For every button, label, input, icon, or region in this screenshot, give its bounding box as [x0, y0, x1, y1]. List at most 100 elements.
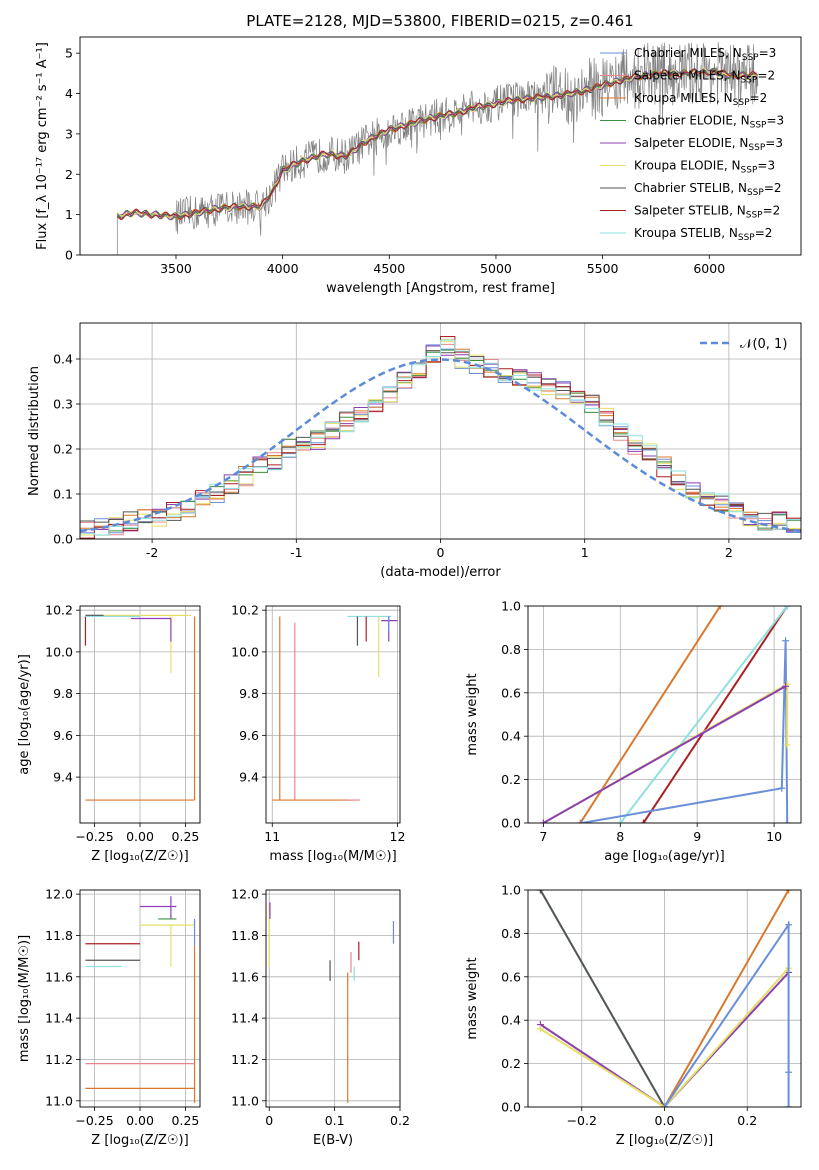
axes-frame — [527, 605, 802, 824]
y-tick-label: 0 — [65, 248, 73, 263]
y-tick-label: 4 — [65, 86, 73, 101]
x-tick-label: 0.00 — [126, 829, 154, 844]
weight-marker — [616, 819, 624, 823]
histogram-kroupa_stelib — [80, 339, 801, 539]
y-axis-label: age [log₁₀(age/yr)] — [17, 654, 32, 775]
y-tick-label: 11.6 — [45, 969, 73, 984]
x-tick-label: 4000 — [267, 261, 299, 276]
legend-label: Chabrier STELIB, NSSP=2 — [634, 181, 782, 198]
x-tick-label: 0.1 — [325, 1113, 345, 1128]
plot-area — [84, 614, 196, 801]
weight-line-chabrier_miles — [663, 921, 790, 1107]
y-tick-label: 5 — [65, 46, 73, 61]
model-spectrum-chabrier_stelib — [116, 68, 758, 220]
legend-label: Chabrier MILES, NSSP=3 — [634, 46, 776, 63]
legend-label: Salpeter STELIB, NSSP=2 — [634, 204, 780, 221]
x-axis-label: Z [log₁₀(Z/Z☉)] — [91, 849, 188, 864]
legend-label: Kroupa ELODIE, NSSP=3 — [634, 159, 775, 176]
y-tick-label: 11.4 — [45, 1011, 73, 1026]
legend-label: Salpeter ELODIE, NSSP=3 — [634, 136, 783, 153]
y-tick-label: 0.8 — [501, 926, 521, 941]
weight-marker — [783, 741, 791, 749]
x-tick-label: −0.25 — [75, 1113, 113, 1128]
x-tick-label: -2 — [146, 545, 158, 560]
y-tick-label: 0.0 — [53, 532, 73, 547]
axes-weight_vs_age: 7 8 9 10 0.0 0.2 0.4 0.6 0.8 1.0 age [log₁₀(age/yr… — [465, 599, 802, 864]
weight-marker — [539, 819, 547, 823]
x-tick-label: 0.25 — [172, 1113, 200, 1128]
y-tick-label: 12.0 — [45, 887, 73, 902]
figure-title: PLATE=2128, MJD=53800, FIBERID=0215, z=0… — [246, 12, 634, 30]
weight-marker — [783, 606, 791, 610]
weight-line-kroupa_miles — [579, 606, 722, 823]
y-tick-label: 9.4 — [239, 770, 259, 785]
weight-line-salpeter_stelib — [642, 606, 789, 823]
axes-spectrum: 3500 4000 4500 5000 5500 6000 0 1 2 3 4 5 wavelength… — [35, 36, 802, 296]
weight-line-kroupa_elodie — [539, 967, 790, 1107]
x-tick-label: 5500 — [587, 261, 619, 276]
y-tick-label: 0.2 — [501, 772, 521, 787]
weight-line-salpeter_elodie — [539, 971, 790, 1107]
x-axis-label: mass [log₁₀(M/M☉)] — [269, 849, 396, 864]
y-tick-label: 10.2 — [45, 603, 73, 618]
weight-marker — [782, 637, 790, 645]
plot-area — [116, 41, 759, 255]
y-tick-label: 9.6 — [239, 728, 259, 743]
x-tick-label: 6000 — [693, 261, 725, 276]
y-tick-label: 0.8 — [501, 642, 521, 657]
y-tick-label: 11.8 — [45, 928, 73, 943]
y-tick-label: 11.8 — [231, 928, 259, 943]
y-tick-label: 11.4 — [231, 1011, 259, 1026]
weight-line-chabrier_miles — [581, 640, 789, 823]
y-axis-label: Flux [f_λ 10⁻¹⁷ erg cm⁻² s⁻¹ A⁻¹] — [35, 42, 50, 250]
y-tick-label: 0.2 — [53, 442, 73, 457]
x-axis-label: (data-model)/error — [380, 565, 501, 580]
axes-age_vs_Z: −0.25 0.00 0.25 9.4 9.6 9.8 10.0 10.2 Z [log₁₀(Z… — [17, 603, 201, 864]
x-tick-label: 0.00 — [126, 1113, 154, 1128]
y-tick-label: 11.0 — [231, 1093, 259, 1108]
axes-age_vs_mass: 11 12 9.4 9.6 9.8 10.0 10.2 mass [log₁₀(M/M☉)] — [231, 603, 405, 864]
x-tick-label: 0.25 — [172, 829, 200, 844]
legend-label: Kroupa STELIB, NSSP=2 — [634, 226, 772, 243]
legend-label: Chabrier ELODIE, NSSP=3 — [634, 114, 784, 131]
x-axis-label: age [log₁₀(age/yr)] — [604, 849, 725, 864]
y-tick-label: 10.0 — [45, 644, 73, 659]
y-tick-label: 1.0 — [501, 883, 521, 898]
y-tick-label: 11.0 — [45, 1093, 73, 1108]
legend-label: Salpeter MILES, NSSP=2 — [634, 69, 775, 86]
weight-marker — [536, 890, 544, 894]
x-tick-label: 7 — [539, 829, 547, 844]
x-tick-label: 0.2 — [390, 1113, 410, 1128]
axes-mass_vs_ebv: 0 0.1 0.2 11.0 11.2 11.4 11.6 11.8 12.0 E(B-V) — [231, 887, 410, 1148]
legend-label: 𝒩(0, 1) — [740, 337, 787, 352]
y-tick-label: 0.4 — [501, 729, 521, 744]
weight-line-kroupa_stelib — [619, 606, 788, 823]
weight-marker — [785, 921, 793, 929]
y-tick-label: 11.2 — [231, 1052, 259, 1067]
y-tick-label: 11.2 — [45, 1052, 73, 1067]
axes-frame — [265, 605, 401, 824]
axes-frame — [79, 605, 201, 824]
weight-marker — [785, 1068, 793, 1076]
plot-area — [80, 336, 801, 539]
legend-label: Kroupa MILES, NSSP=2 — [634, 91, 767, 108]
x-axis-label: Z [log₁₀(Z/Z☉)] — [91, 1133, 188, 1148]
y-tick-label: 0.4 — [53, 352, 73, 367]
axes-frame — [79, 36, 802, 256]
x-tick-label: 3500 — [160, 261, 192, 276]
weight-line-chabrier_stelib — [539, 890, 666, 1107]
x-tick-label: 0.0 — [655, 1113, 675, 1128]
y-tick-label: 12.0 — [231, 887, 259, 902]
y-tick-label: 9.6 — [53, 728, 73, 743]
y-tick-label: 10.0 — [231, 644, 259, 659]
model-spectrum-salpeter_stelib — [116, 68, 758, 220]
y-tick-label: 0.4 — [501, 1013, 521, 1028]
weight-line-salpeter_elodie — [542, 685, 787, 823]
x-axis-label: Z [log₁₀(Z/Z☉)] — [616, 1133, 713, 1148]
weight-marker — [661, 1103, 668, 1107]
y-tick-label: 0.3 — [53, 397, 73, 412]
y-axis-label: mass [log₁₀(M/M☉)] — [17, 935, 32, 1062]
y-tick-label: 2 — [65, 167, 73, 182]
y-axis-label: mass weight — [465, 957, 480, 1039]
